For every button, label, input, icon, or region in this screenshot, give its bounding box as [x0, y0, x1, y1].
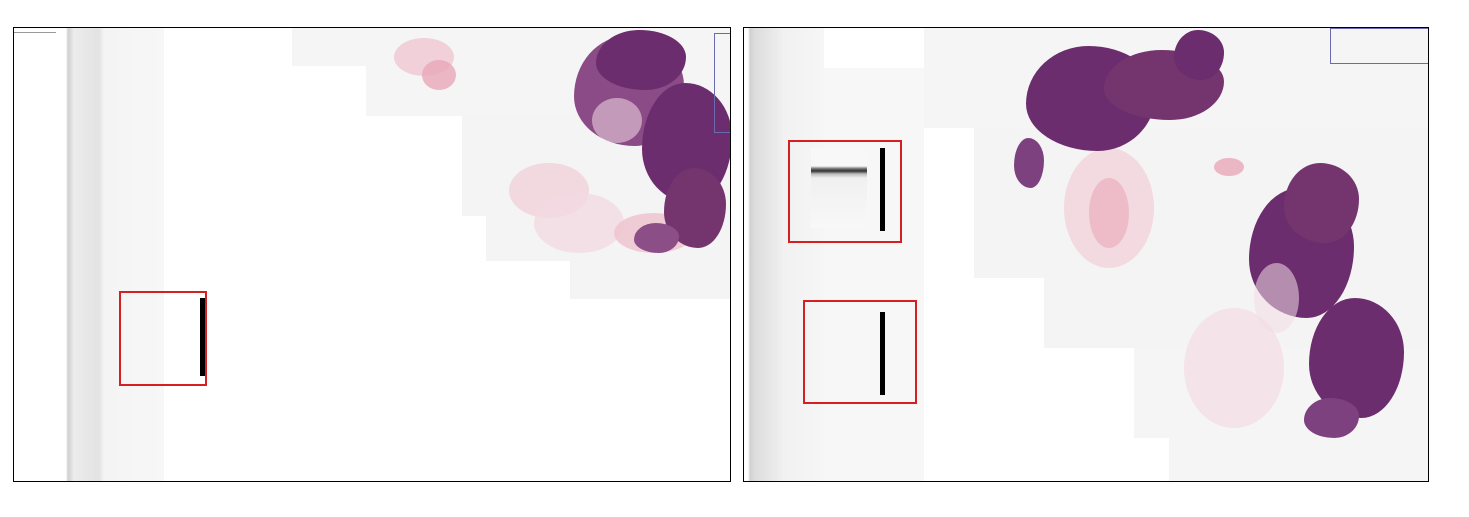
scan-tile	[824, 68, 924, 481]
slide-edge-strip	[14, 28, 164, 481]
stroma-fragment	[534, 193, 624, 253]
tissue-mass	[634, 223, 679, 253]
tissue-mass	[1014, 138, 1044, 188]
tissue-mass	[1304, 398, 1359, 438]
scale-bar	[880, 148, 885, 231]
overview-box[interactable]	[1330, 28, 1428, 64]
right-slide-panel[interactable]	[743, 27, 1429, 482]
scale-bar	[200, 298, 205, 376]
stroma-fragment	[1214, 158, 1244, 176]
fat-region	[1254, 263, 1299, 333]
roi-box[interactable]	[788, 140, 902, 243]
tissue-mass	[1174, 30, 1224, 80]
fat-region	[592, 98, 642, 143]
roi-box[interactable]	[119, 291, 207, 386]
tissue-mass	[596, 30, 686, 90]
scan-tile	[570, 261, 730, 299]
slide-edge-strip	[744, 28, 824, 481]
tissue-mass	[1284, 163, 1359, 243]
roi-inset-image	[811, 148, 867, 228]
left-slide-panel[interactable]	[13, 27, 731, 482]
scan-tile	[1169, 438, 1428, 481]
top-edge-line	[14, 32, 56, 33]
scale-bar	[880, 312, 885, 395]
stroma-fragment	[1089, 178, 1129, 248]
stroma-fragment	[422, 60, 456, 90]
overview-box[interactable]	[714, 33, 730, 133]
roi-box[interactable]	[803, 300, 917, 404]
